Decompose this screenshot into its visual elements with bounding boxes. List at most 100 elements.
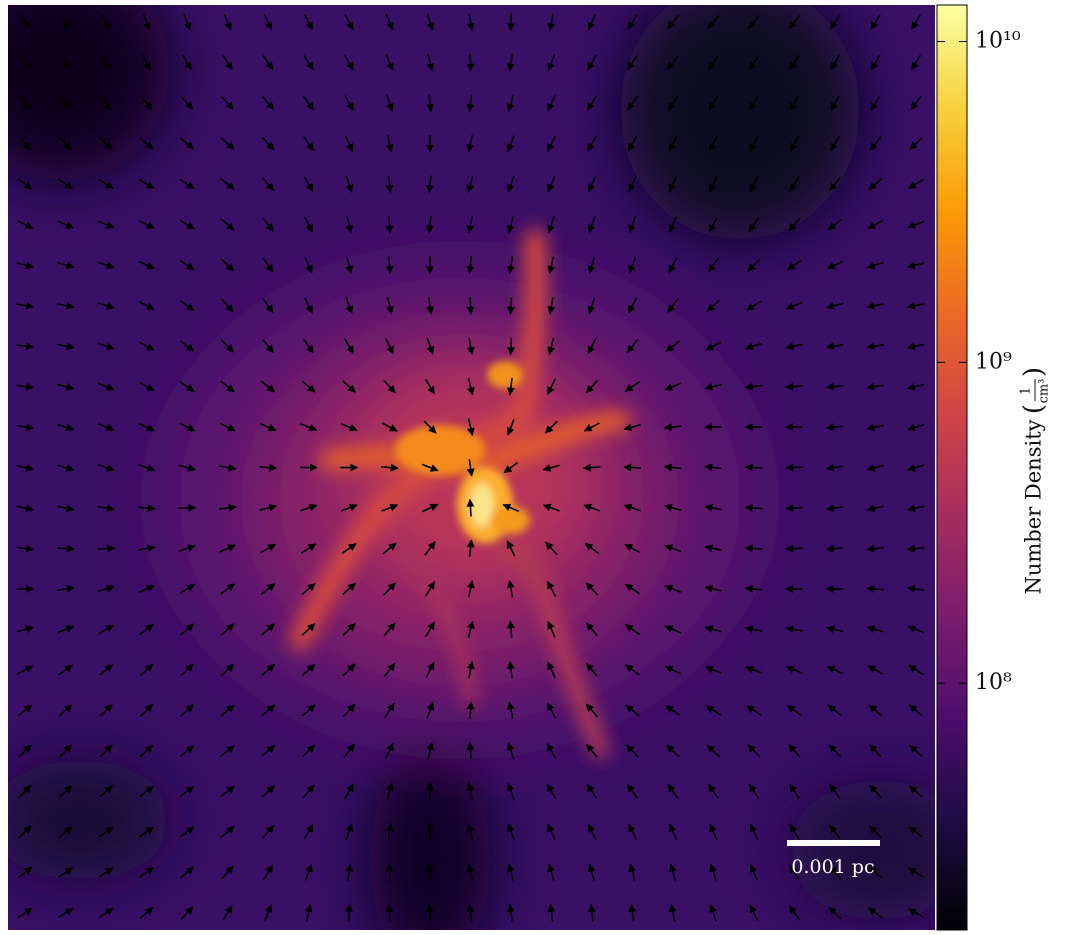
velocity-arrow [627,95,638,111]
velocity-arrow [223,13,232,31]
velocity-arrow [260,380,276,393]
velocity-arrow [667,298,679,313]
velocity-arrow [139,826,155,838]
velocity-arrow [425,175,434,194]
velocity-arrow [907,423,925,432]
velocity-arrow [749,823,759,840]
velocity-arrow [138,422,155,432]
velocity-arrow [828,865,842,880]
velocity-arrow [830,95,840,112]
unit-numerator: 1 [1019,387,1034,395]
velocity-arrow [466,903,475,922]
velocity-arrow [466,135,475,153]
velocity-arrow [909,744,923,758]
velocity-arrow [98,826,114,838]
velocity-arrow [506,579,515,598]
velocity-arrow [585,743,599,759]
velocity-arrow [220,137,235,150]
velocity-arrow [547,256,556,275]
velocity-arrow [18,744,32,758]
velocity-arrow [17,704,33,717]
velocity-arrow [18,784,32,799]
velocity-arrow [825,544,844,553]
velocity-arrow [785,423,804,432]
velocity-arrow [302,95,315,111]
velocity-arrow [867,907,883,919]
velocity-arrow [98,867,114,878]
velocity-arrow [220,218,235,231]
velocity-arrow [18,825,32,839]
velocity-arrow [547,378,556,395]
velocity-arrow [138,381,155,392]
velocity-arrow [138,178,155,190]
velocity-arrow [825,382,844,391]
velocity-arrow [744,625,763,634]
velocity-arrow [583,422,600,432]
velocity-arrow [829,14,841,30]
velocity-arrow [830,54,840,71]
velocity-arrow [19,95,31,111]
velocity-arrow [868,704,883,717]
velocity-arrow [506,903,515,922]
velocity-arrow [386,94,394,112]
velocity-arrow [178,544,196,552]
velocity-arrow [16,261,34,270]
colorbar-gradient [936,4,968,931]
velocity-arrow [749,95,759,112]
velocity-arrow [425,822,434,841]
velocity-arrow [866,463,884,472]
velocity-arrow [506,175,515,193]
velocity-arrow [785,544,804,553]
velocity-arrow [17,866,33,879]
velocity-arrow [424,378,436,395]
velocity-arrow [825,504,844,513]
velocity-arrow [57,504,75,513]
velocity-arrow [868,825,883,839]
velocity-arrow [385,175,394,194]
velocity-arrow [547,175,556,193]
velocity-arrow [789,783,800,800]
velocity-arrow [16,342,35,351]
velocity-arrow [426,337,435,355]
velocity-arrow [344,783,354,800]
velocity-arrow [789,54,800,71]
velocity-arrow [668,175,678,193]
velocity-arrow [178,463,197,472]
velocity-arrow [101,13,111,31]
velocity-arrow [910,14,922,30]
velocity-arrow [342,380,356,393]
velocity-arrow [744,584,763,593]
velocity-arrow [466,418,475,437]
velocity-arrow [58,704,73,717]
velocity-arrow [547,13,556,32]
velocity-arrow [345,863,354,882]
velocity-arrow [138,584,155,594]
velocity-arrow [179,178,195,190]
velocity-arrow [587,13,597,31]
velocity-arrow [704,584,722,593]
velocity-arrow [785,463,804,472]
velocity-arrow [16,625,34,634]
velocity-arrow [908,785,923,798]
velocity-arrow [829,135,841,152]
velocity-arrow [668,863,677,881]
velocity-arrow [222,905,233,921]
velocity-arrow [542,503,560,512]
velocity-arrow [425,863,434,882]
velocity-arrow [869,784,882,799]
velocity-arrow [466,620,475,638]
velocity-arrow [785,665,803,674]
velocity-arrow [828,906,842,920]
velocity-arrow [262,257,274,273]
velocity-arrow [218,503,237,512]
velocity-arrow [664,544,682,553]
velocity-arrow [908,867,924,878]
velocity-arrow [587,175,597,193]
velocity-arrow [626,55,639,71]
velocity-arrow [785,625,804,634]
paren: ) [1019,367,1049,377]
velocity-arrow [704,382,722,391]
velocity-arrow [16,463,35,472]
velocity-arrow [547,661,556,679]
